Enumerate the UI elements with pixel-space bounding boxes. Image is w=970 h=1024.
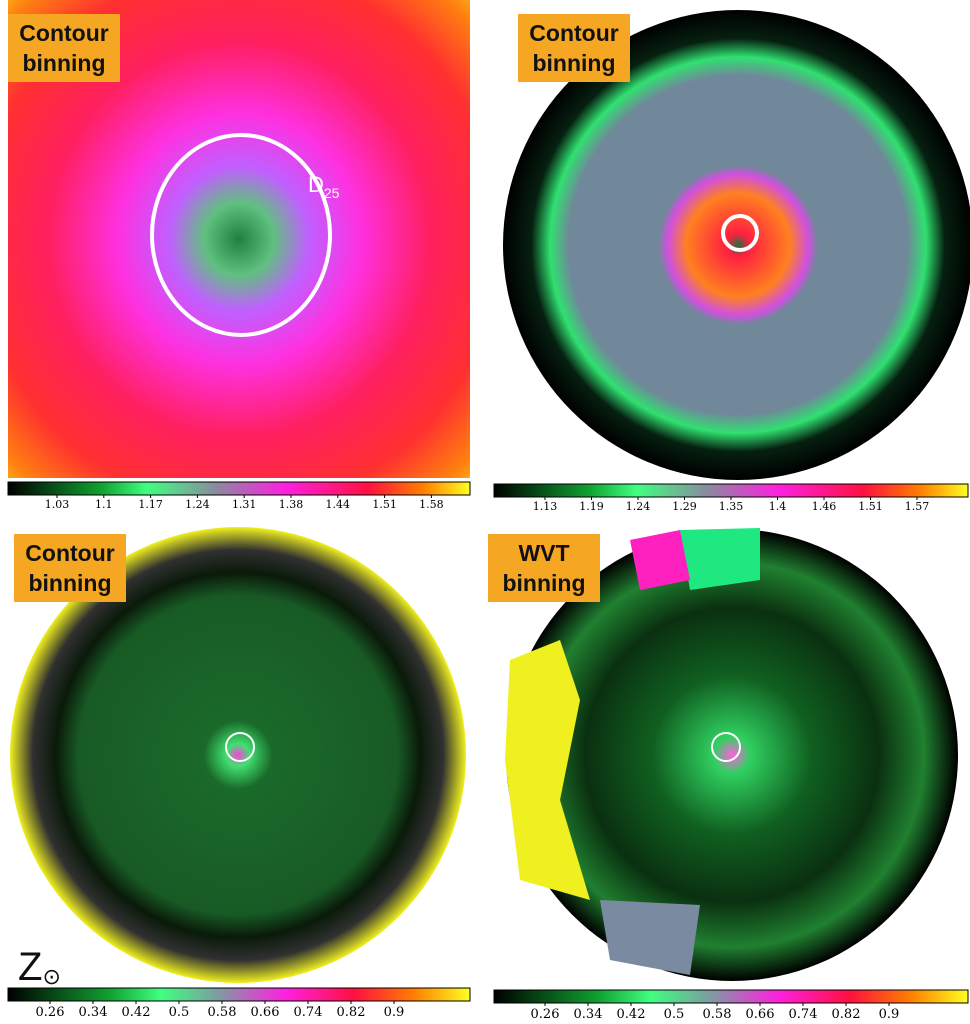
region (600, 900, 700, 975)
colorbar (493, 483, 969, 498)
colorbar-tick-label: 0.74 (789, 1007, 818, 1022)
colorbar-tick-label: 1.24 (185, 498, 210, 511)
colorbar-tick-label: 1.31 (232, 498, 257, 511)
colorbar-tick-label: 0.34 (79, 1005, 108, 1020)
colorbar (7, 481, 471, 496)
panel-label: WVT binning (488, 534, 600, 602)
colorbar-tick-label: 1.24 (626, 500, 651, 513)
annotation: Z⊙ (18, 945, 61, 989)
colorbar-tick-label: 0.34 (574, 1007, 603, 1022)
colorbar-tick-label: 0.26 (531, 1007, 560, 1022)
annotation: D25 (308, 172, 340, 201)
aperture (225, 732, 255, 762)
colorbar (7, 987, 471, 1002)
colorbar-tick-label: 0.58 (703, 1007, 732, 1022)
colorbar-tick-label: 0.82 (337, 1005, 366, 1020)
map (10, 527, 466, 983)
map (506, 529, 958, 981)
panel-label: Contour binning (14, 534, 126, 602)
colorbar-tick-label: 0.26 (36, 1005, 65, 1020)
colorbar-tick-label: 0.82 (832, 1007, 861, 1022)
colorbar-tick-label: 0.5 (169, 1005, 190, 1020)
colorbar-tick-label: 1.38 (279, 498, 304, 511)
colorbar-tick-label: 1.51 (858, 500, 883, 513)
colorbar-tick-label: 1.44 (326, 498, 351, 511)
colorbar-tick-label: 0.5 (664, 1007, 685, 1022)
colorbar-tick-label: 1.35 (719, 500, 744, 513)
colorbar-tick-label: 1.03 (45, 498, 70, 511)
colorbar-tick-label: 1.19 (579, 500, 604, 513)
colorbar-tick-label: 1.1 (95, 498, 113, 511)
colorbar-tick-label: 1.46 (812, 500, 837, 513)
region (680, 528, 760, 590)
colorbar-tick-label: 1.4 (769, 500, 787, 513)
region (630, 530, 690, 590)
colorbar-tick-label: 0.74 (294, 1005, 323, 1020)
panel-label: Contour binning (8, 14, 120, 82)
colorbar-tick-label: 1.13 (533, 500, 558, 513)
region (505, 640, 590, 900)
colorbar-tick-label: 0.42 (617, 1007, 646, 1022)
colorbar-tick-label: 0.42 (122, 1005, 151, 1020)
colorbar-tick-label: 1.29 (672, 500, 697, 513)
aperture (721, 214, 759, 252)
colorbar-tick-label: 0.66 (251, 1005, 280, 1020)
colorbar-tick-label: 1.57 (905, 500, 930, 513)
colorbar-tick-label: 1.58 (419, 498, 444, 511)
colorbar-tick-label: 0.58 (208, 1005, 237, 1020)
aperture (711, 732, 741, 762)
colorbar-tick-label: 1.51 (372, 498, 397, 511)
colorbar-tick-label: 0.66 (746, 1007, 775, 1022)
colorbar-tick-label: 1.17 (138, 498, 163, 511)
map (503, 10, 970, 480)
colorbar-tick-label: 0.9 (384, 1005, 405, 1020)
colorbar-tick-label: 0.9 (879, 1007, 900, 1022)
d25-ellipse (150, 133, 332, 337)
colorbar (493, 989, 969, 1004)
panel-label: Contour binning (518, 14, 630, 82)
